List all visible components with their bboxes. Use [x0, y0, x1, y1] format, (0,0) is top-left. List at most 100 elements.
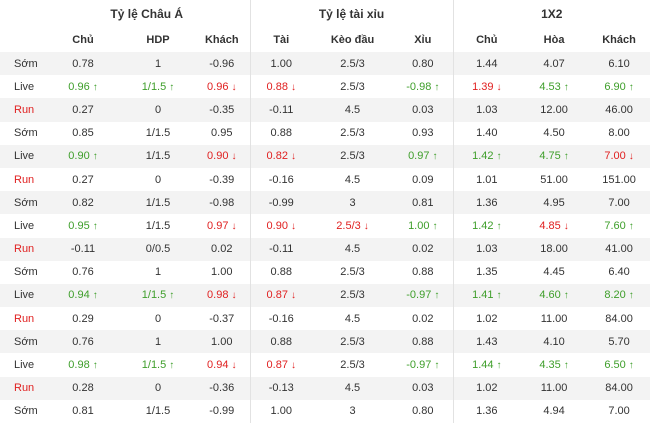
odds-cell: 18.00 — [520, 237, 589, 261]
odds-cell: 11.00 — [520, 307, 588, 330]
arrow-down-icon: ↓ — [290, 151, 296, 163]
row-label: Run — [0, 98, 44, 122]
odds-cell: 2.5/3 — [312, 283, 394, 308]
arrow-down-icon: ↓ — [290, 81, 296, 93]
row-label: Live — [0, 144, 44, 168]
odds-value: 1.42 — [472, 150, 494, 163]
odds-cell: 84.00 — [588, 307, 650, 330]
odds-value: 2.5/3 — [340, 80, 365, 93]
col-header-away: Khách — [194, 28, 251, 52]
col-header-opening-line: Kèo đầu — [312, 28, 394, 52]
odds-value: 0.87 — [266, 359, 288, 372]
header-spacer — [0, 0, 44, 28]
odds-value: 4.5 — [344, 382, 361, 395]
odds-cell: 1.36 — [452, 399, 521, 423]
odds-cell: 2.5/3 — [312, 52, 394, 76]
odds-row: Run 0.29 0 -0.37 -0.16 4.5 0.02 1.02 11.00 84.00 — [0, 307, 650, 331]
odds-value: 6.40 — [608, 266, 630, 279]
odds-cell: 4.60 ↑ — [520, 283, 589, 308]
odds-cell: 2.5/3 — [312, 75, 393, 98]
odds-cell: 4.35 ↑ — [520, 353, 588, 376]
odds-value: 1.44 — [476, 57, 498, 70]
odds-value: 12.00 — [540, 103, 568, 116]
odds-value: 2.5/3 — [340, 359, 365, 372]
odds-value: 3 — [349, 196, 356, 209]
row-label: Run — [14, 173, 35, 186]
row-label: Sớm — [14, 127, 38, 140]
odds-value: 2.5/3 — [336, 219, 361, 232]
odds-value: -0.11 — [70, 243, 96, 256]
odds-value: 4.95 — [543, 196, 565, 209]
odds-cell: 1.42 ↑ — [452, 144, 521, 168]
odds-cell: 1.43 — [452, 330, 521, 354]
odds-value: 1/1.5 — [141, 80, 167, 93]
odds-row: Run 0.28 0 -0.36 -0.13 4.5 0.03 1.02 11.00 84.00 — [0, 376, 650, 400]
odds-cell: 1/1.5 — [122, 191, 194, 215]
odds-value: 8.20 — [604, 289, 626, 302]
odds-cell: 1.03 — [452, 98, 521, 122]
odds-value: 0.98 — [207, 289, 229, 302]
odds-value: 18.00 — [540, 243, 568, 256]
odds-value: -0.36 — [209, 382, 235, 395]
odds-value: -0.39 — [209, 173, 235, 186]
arrow-up-icon: ↑ — [92, 360, 98, 372]
odds-cell: 7.00 ↓ — [588, 144, 650, 168]
odds-cell: 0.96 ↓ — [194, 75, 250, 98]
odds-value: -0.96 — [209, 57, 235, 70]
odds-cell: 1/1.5 — [122, 144, 194, 168]
odds-value: 6.10 — [608, 57, 630, 70]
odds-value: 0.94 — [207, 359, 229, 372]
odds-value: 0.95 — [211, 127, 233, 140]
odds-cell: 12.00 — [520, 98, 589, 122]
odds-value: 1.36 — [476, 196, 498, 209]
odds-value: 1/1.5 — [145, 405, 171, 418]
odds-value: 4.5 — [344, 312, 361, 325]
odds-cell: 0 — [122, 98, 194, 122]
odds-row: Live 0.96 ↑ 1/1.5 ↑ 0.96 ↓ 0.88 ↓ 2.5/3 -0.98 ↑ 1.39… — [0, 75, 650, 99]
odds-value: 0.94 — [68, 289, 90, 302]
odds-cell: 41.00 — [588, 237, 650, 261]
odds-cell: 2.5/3 ↓ — [312, 214, 393, 237]
odds-cell: 1/1.5 ↑ — [122, 75, 194, 98]
odds-cell: 2.5/3 — [312, 144, 394, 168]
odds-cell: 1.44 ↑ — [452, 353, 521, 377]
odds-cell: 51.00 — [520, 168, 588, 191]
odds-value: 4.5 — [344, 173, 361, 186]
odds-cell: 0.94 ↑ — [44, 283, 122, 308]
odds-cell: -0.98 — [194, 191, 251, 215]
row-label: Sớm — [0, 191, 44, 215]
odds-value: 0.78 — [72, 57, 94, 70]
odds-cell: -0.13 — [249, 376, 313, 400]
odds-value: 2.5/3 — [340, 127, 365, 140]
odds-cell: -0.96 — [194, 52, 251, 76]
odds-cell: 0.93 — [393, 122, 453, 145]
odds-cell: 0/0.5 — [122, 237, 194, 261]
odds-cell: 0.80 — [393, 400, 453, 423]
odds-cell: 0.88 — [393, 261, 453, 284]
odds-cell: 1.39 ↓ — [452, 75, 521, 99]
odds-cell: -0.99 — [249, 191, 313, 215]
odds-cell: 0.82 — [44, 191, 122, 215]
odds-cell: 0.90 ↓ — [249, 214, 313, 238]
odds-value: 1/1.5 — [145, 127, 171, 140]
odds-cell: 7.00 — [588, 400, 650, 423]
odds-cell: 2.5/3 — [312, 330, 394, 354]
odds-value: -0.11 — [269, 103, 294, 116]
odds-value: 0.90 — [68, 150, 90, 163]
odds-cell: 1.44 — [452, 52, 521, 76]
odds-cell: 0.88 — [249, 330, 313, 354]
odds-cell: 1.03 — [452, 237, 521, 261]
odds-value: 1.39 — [472, 80, 494, 93]
col-header-away-win: Khách — [588, 28, 650, 52]
odds-cell: 8.20 ↑ — [588, 283, 650, 308]
odds-value: 0 — [154, 382, 162, 395]
odds-row: Live 0.94 ↑ 1/1.5 ↑ 0.98 ↓ 0.87 ↓ 2.5/3 -0.97 ↑ 1.41… — [0, 283, 650, 308]
odds-cell: 0.98 ↑ — [44, 353, 122, 376]
odds-cell: 46.00 — [588, 98, 650, 122]
odds-value: 1.00 — [270, 57, 292, 70]
odds-cell: 1 — [122, 52, 194, 76]
odds-cell: 0.78 — [44, 52, 122, 76]
odds-row: Live 0.90 ↑ 1/1.5 0.90 ↓ 0.82 ↓ 2.5/3 0.97 ↑ 1.42 ↑ 4… — [0, 144, 650, 168]
odds-value: 1.03 — [476, 243, 498, 256]
odds-cell: 2.5/3 — [312, 353, 393, 376]
